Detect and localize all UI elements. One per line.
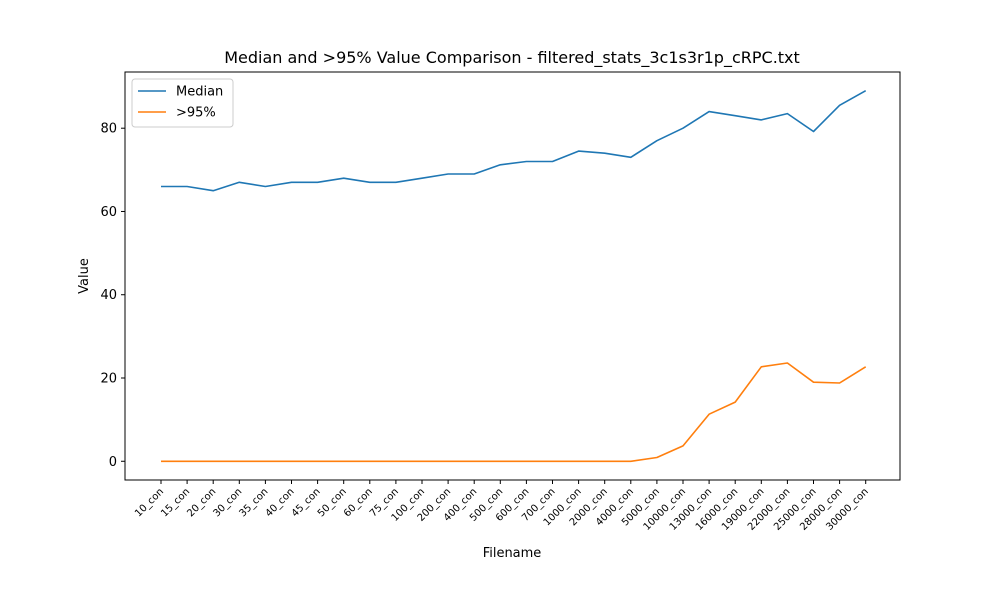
y-tick-label: 20 bbox=[100, 372, 117, 387]
legend-entry: Median bbox=[176, 85, 223, 100]
y-tick-label: 0 bbox=[109, 455, 117, 470]
plot-frame bbox=[124, 71, 901, 481]
series-line-0 bbox=[161, 90, 867, 192]
y-axis-label: Value bbox=[77, 258, 92, 294]
x-axis-label: Filename bbox=[483, 546, 542, 561]
y-tick-label: 40 bbox=[100, 288, 117, 303]
chart-title: Median and >95% Value Comparison - filte… bbox=[224, 48, 800, 68]
legend-entry: >95% bbox=[176, 106, 216, 121]
y-tick-label: 80 bbox=[100, 122, 117, 137]
legend: Median >95% bbox=[131, 78, 234, 128]
series-line-1 bbox=[161, 362, 867, 463]
y-tick-label: 60 bbox=[100, 205, 117, 220]
